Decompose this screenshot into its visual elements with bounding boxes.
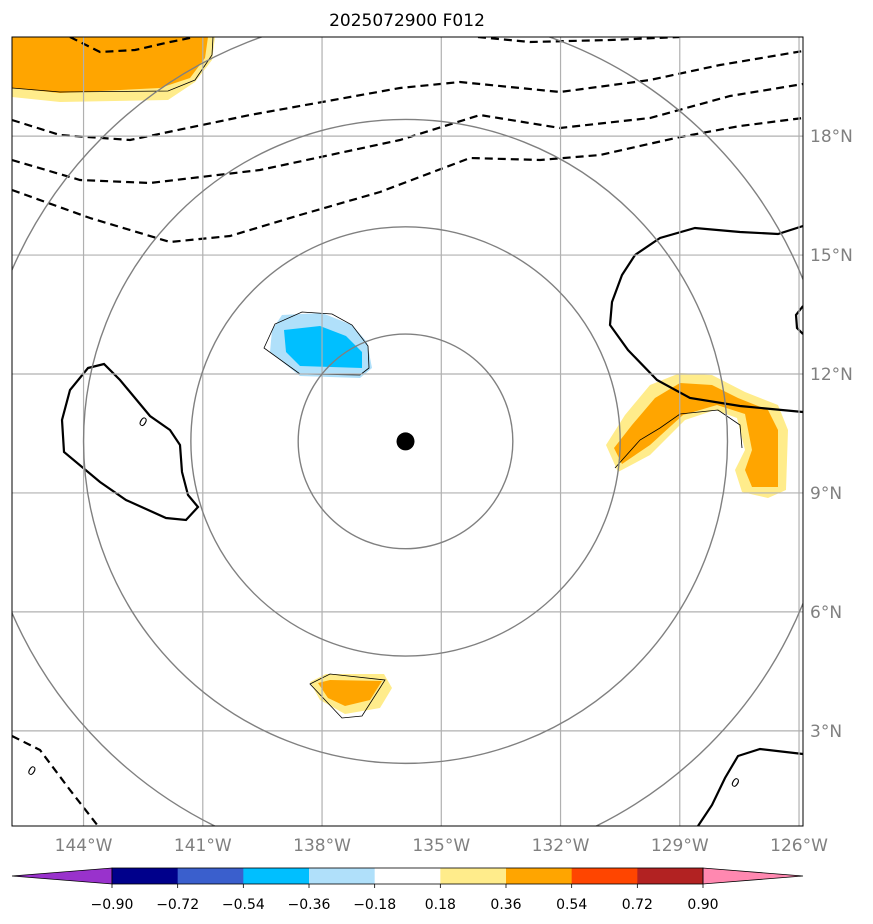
longitude-tick-label: 132°W bbox=[532, 836, 590, 856]
latitude-tick-label: 6°N bbox=[810, 603, 842, 623]
colorbar-segment bbox=[506, 868, 573, 884]
longitude-tick-label: 135°W bbox=[412, 836, 470, 856]
range-ring bbox=[190, 226, 621, 657]
outline-positive-south bbox=[309, 673, 386, 719]
colorbar-tick-label: 0.54 bbox=[556, 897, 587, 913]
map-frame bbox=[11, 36, 804, 827]
colorbar: −0.90 −0.72 −0.54 −0.36 −0.18 0.18 0.36 0.54 0.7… bbox=[11, 867, 804, 913]
figure-title: 2025072900 F012 bbox=[329, 11, 485, 31]
range-rings bbox=[12, 37, 803, 826]
colorbar-tick-label: 0.36 bbox=[490, 897, 521, 913]
longitude-tick-label: 126°W bbox=[770, 836, 828, 856]
contour-labels: 000 bbox=[25, 414, 742, 791]
colorbar-frame bbox=[111, 867, 704, 885]
dashed-contour-4 bbox=[12, 82, 803, 185]
colorbar-tick-label: 0.90 bbox=[687, 897, 718, 913]
contours-positive bbox=[60, 224, 803, 826]
map-background bbox=[12, 37, 803, 826]
contour-southeast bbox=[697, 747, 803, 826]
colorbar-segment bbox=[440, 868, 507, 884]
longitude-tick-label: 138°W bbox=[293, 836, 351, 856]
contour-east bbox=[608, 224, 803, 414]
outline-positive-northwest bbox=[12, 37, 214, 93]
latitude-tick-label: 12°N bbox=[810, 365, 853, 385]
dashed-contour-1 bbox=[69, 37, 196, 54]
longitude-tick-labels: 144°W 141°W 138°W 135°W 132°W 129°W 126°W bbox=[55, 836, 828, 856]
longitude-tick-label: 141°W bbox=[174, 836, 232, 856]
colorbar-extend-high bbox=[702, 867, 804, 885]
contours-negative bbox=[12, 37, 803, 826]
latitude-tick-label: 15°N bbox=[810, 246, 853, 266]
latitude-tick-label: 18°N bbox=[810, 127, 853, 147]
dashed-contour-5 bbox=[12, 116, 803, 244]
positive-anomaly-south bbox=[318, 680, 382, 706]
colorbar-segment bbox=[243, 868, 310, 884]
colorbar-tick-label: −0.54 bbox=[222, 897, 265, 913]
range-ring bbox=[82, 118, 729, 765]
colorbar-tick-label: −0.72 bbox=[156, 897, 199, 913]
longitude-tick-label: 129°W bbox=[651, 836, 709, 856]
colorbar-extend-low bbox=[11, 867, 113, 885]
contour-label-bg bbox=[26, 763, 37, 778]
colorbar-tick-label: 0.18 bbox=[425, 897, 456, 913]
dashed-contour-2 bbox=[477, 37, 681, 44]
dashed-contour-3 bbox=[12, 49, 803, 142]
range-ring bbox=[297, 333, 514, 550]
positive-anomaly-northwest bbox=[12, 37, 208, 93]
shaded-anomalies bbox=[12, 37, 788, 714]
colorbar-segment bbox=[571, 868, 638, 884]
colorbar-segment bbox=[637, 868, 704, 884]
latitude-tick-label: 9°N bbox=[810, 484, 842, 504]
lat-lon-grid bbox=[12, 37, 803, 826]
longitude-tick-label: 144°W bbox=[55, 836, 113, 856]
colorbar-segment bbox=[177, 868, 244, 884]
colorbar-segment bbox=[309, 868, 376, 884]
contour-label-bg bbox=[138, 414, 149, 429]
negative-anomaly-center bbox=[284, 326, 362, 368]
positive-anomaly-east bbox=[614, 383, 778, 487]
map-panel: 000 bbox=[11, 36, 804, 827]
storm-center-marker bbox=[396, 432, 415, 451]
colorbar-tick-label: −0.18 bbox=[353, 897, 396, 913]
colorbar-tick-label: −0.36 bbox=[288, 897, 331, 913]
colorbar-segment bbox=[374, 868, 441, 884]
contour-west-closed bbox=[60, 362, 200, 522]
contour-label-bg bbox=[730, 775, 741, 790]
latitude-tick-label: 3°N bbox=[810, 722, 842, 742]
colorbar-tick-label: −0.90 bbox=[91, 897, 134, 913]
latitude-tick-labels: 3°N 6°N 9°N 12°N 15°N 18°N bbox=[810, 127, 853, 742]
colorbar-segment bbox=[112, 868, 179, 884]
colorbar-tick-label: 0.72 bbox=[622, 897, 653, 913]
